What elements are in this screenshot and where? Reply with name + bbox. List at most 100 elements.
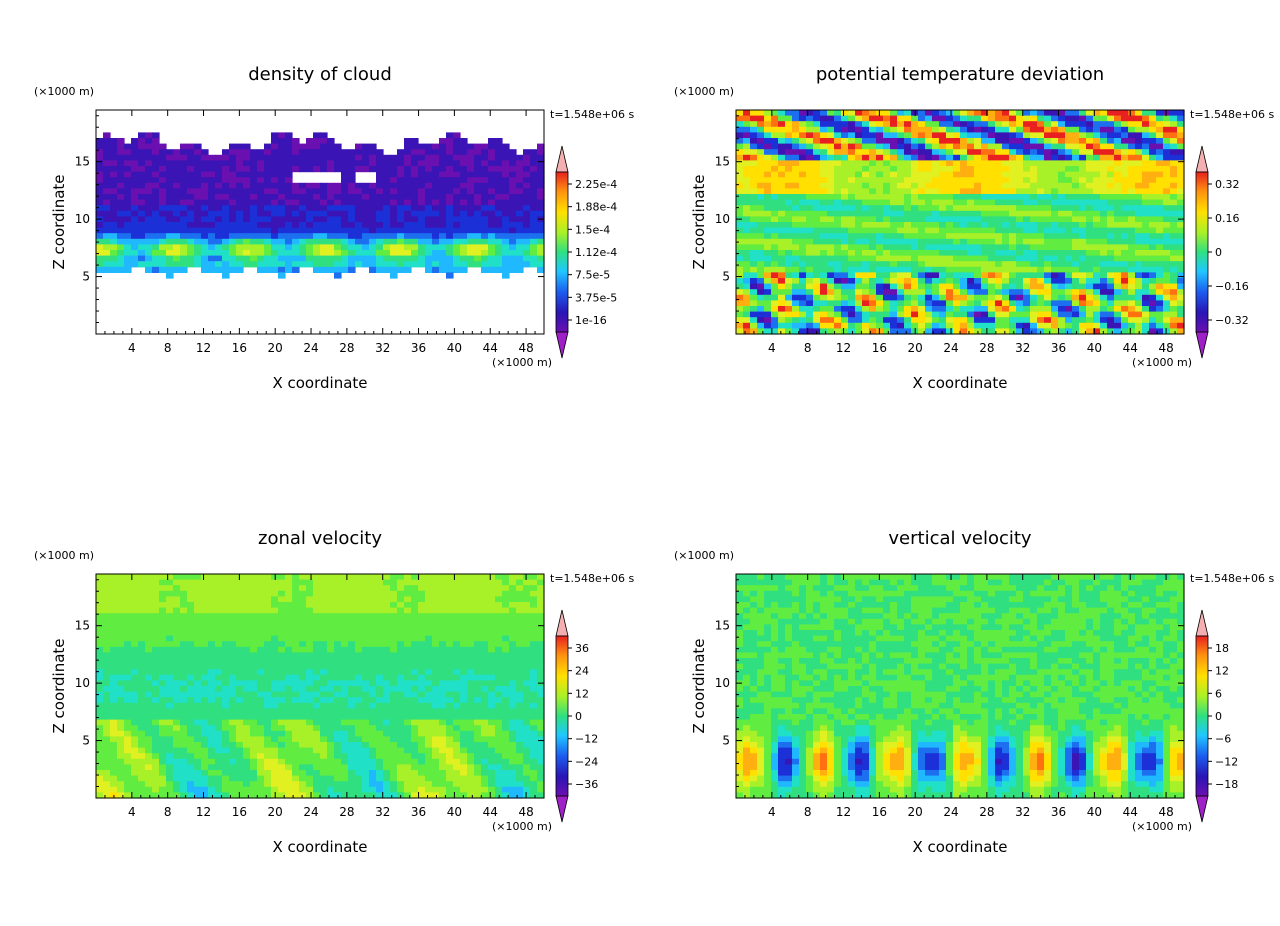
heatmap-cell [334, 613, 342, 620]
heatmap-cell [1044, 233, 1052, 240]
heatmap-cell [918, 278, 926, 285]
heatmap-cell [750, 283, 758, 290]
heatmap-cell [110, 194, 118, 201]
heatmap-cell [530, 149, 538, 156]
heatmap-cell [453, 171, 461, 178]
heatmap-cell [988, 216, 996, 223]
heatmap-cell [827, 154, 835, 161]
heatmap-cell [1142, 283, 1150, 290]
heatmap-cell [1100, 306, 1108, 313]
heatmap-cell [236, 624, 244, 631]
heatmap-cell [390, 574, 398, 581]
heatmap-cell [1121, 250, 1129, 257]
heatmap-cell [1086, 149, 1094, 156]
heatmap-cell [117, 613, 125, 620]
heatmap-cell [953, 227, 961, 234]
heatmap-cell [257, 188, 265, 195]
heatmap-cell [418, 222, 426, 229]
heatmap-cell [229, 199, 237, 206]
heatmap-cell [1114, 266, 1122, 273]
heatmap-cell [1023, 171, 1031, 178]
heatmap-cell [778, 306, 786, 313]
heatmap-cell [841, 300, 849, 307]
heatmap-cell [131, 182, 139, 189]
heatmap-cell [834, 154, 842, 161]
heatmap-cell [404, 199, 412, 206]
heatmap-cell [1016, 188, 1024, 195]
heatmap-cell [208, 222, 216, 229]
heatmap-cell [995, 261, 1003, 268]
heatmap-cell [792, 194, 800, 201]
heatmap-cell [271, 596, 279, 603]
heatmap-cell [1016, 216, 1024, 223]
heatmap-cell [764, 233, 772, 240]
heatmap-cell [404, 255, 412, 262]
heatmap-cell [736, 115, 744, 122]
heatmap-cell [432, 166, 440, 173]
heatmap-cell [1156, 199, 1164, 206]
heatmap-cell [264, 613, 272, 620]
heatmap-cell [1128, 272, 1136, 279]
heatmap-cell [180, 244, 188, 251]
heatmap-cell [502, 244, 510, 251]
heatmap-cell [1037, 233, 1045, 240]
heatmap-cell [229, 585, 237, 592]
heatmap-cell [1030, 300, 1038, 307]
heatmap-cell [1135, 182, 1143, 189]
heatmap-cell [453, 266, 461, 273]
heatmap-cell [271, 132, 279, 139]
heatmap-cell [257, 166, 265, 173]
heatmap-cell [285, 143, 293, 150]
heatmap-cell [320, 154, 328, 161]
heatmap-cell [827, 255, 835, 262]
heatmap-cell [208, 154, 216, 161]
heatmap-cell [425, 244, 433, 251]
heatmap-cell [173, 205, 181, 212]
heatmap-cell [397, 177, 405, 184]
heatmap-cell [404, 143, 412, 150]
heatmap-cell [890, 322, 898, 329]
heatmap-cell [1044, 143, 1052, 150]
heatmap-cell [953, 205, 961, 212]
heatmap-cell [1100, 322, 1108, 329]
heatmap-cell [988, 115, 996, 122]
heatmap-cell [883, 143, 891, 150]
heatmap-cell [1135, 115, 1143, 122]
heatmap-cell [481, 618, 489, 625]
heatmap-cell [764, 143, 772, 150]
heatmap-cell [208, 160, 216, 167]
heatmap-cell [841, 194, 849, 201]
heatmap-cell [348, 590, 356, 597]
heatmap-cell [117, 160, 125, 167]
heatmap-cell [981, 132, 989, 139]
heatmap-cell [173, 188, 181, 195]
heatmap-cell [736, 160, 744, 167]
heatmap-cell [897, 322, 905, 329]
heatmap-cell [743, 160, 751, 167]
heatmap-cell [243, 261, 251, 268]
colorbar-label: 7.5e-5 [575, 269, 610, 282]
heatmap-cell [953, 194, 961, 201]
heatmap-cell [1037, 143, 1045, 150]
heatmap-cell [145, 613, 153, 620]
heatmap-cell [180, 205, 188, 212]
heatmap-cell [841, 126, 849, 133]
heatmap-cell [897, 126, 905, 133]
heatmap-cell [1170, 166, 1178, 173]
heatmap-cell [481, 171, 489, 178]
heatmap-cell [736, 166, 744, 173]
heatmap-cell [1058, 322, 1066, 329]
heatmap-cell [481, 602, 489, 609]
heatmap-cell [145, 182, 153, 189]
heatmap-cell [995, 138, 1003, 145]
heatmap-cell [124, 590, 132, 597]
heatmap-cell [1030, 266, 1038, 273]
heatmap-cell [166, 261, 174, 268]
heatmap-cell [369, 255, 377, 262]
heatmap-cell [327, 154, 335, 161]
heatmap-cell [418, 182, 426, 189]
heatmap-cell [397, 250, 405, 257]
heatmap-cell [250, 149, 258, 156]
heatmap-cell [1009, 261, 1017, 268]
heatmap-cell [145, 585, 153, 592]
